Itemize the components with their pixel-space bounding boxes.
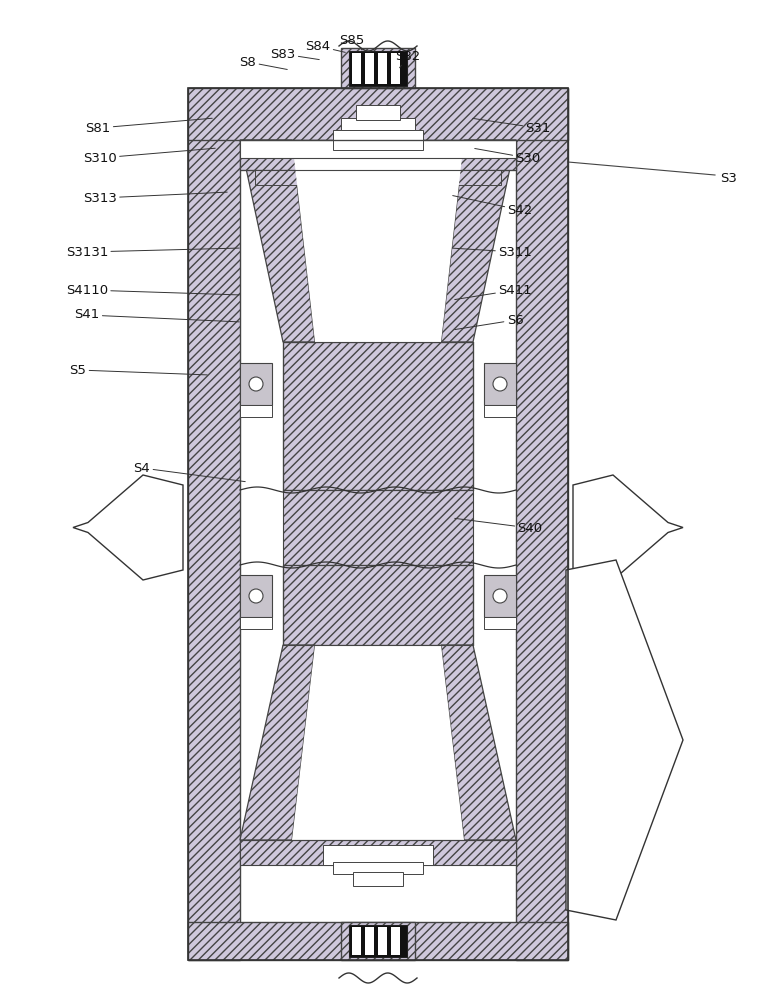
Bar xyxy=(352,927,361,955)
Text: S5: S5 xyxy=(70,363,207,376)
Bar xyxy=(333,862,423,874)
Bar xyxy=(240,140,516,158)
Bar xyxy=(240,575,272,617)
Bar xyxy=(353,872,403,886)
Bar xyxy=(484,575,516,617)
Bar xyxy=(188,88,568,960)
Text: S42: S42 xyxy=(453,196,533,217)
Text: S84: S84 xyxy=(305,39,346,52)
Bar xyxy=(240,140,516,170)
Text: S3131: S3131 xyxy=(66,245,239,258)
Bar xyxy=(352,53,361,84)
Bar xyxy=(484,405,516,417)
Text: S4110: S4110 xyxy=(66,284,239,296)
Text: S3: S3 xyxy=(720,172,737,184)
Bar xyxy=(240,363,272,405)
Bar xyxy=(391,927,400,955)
Polygon shape xyxy=(240,140,315,342)
Bar xyxy=(188,922,568,960)
Text: S83: S83 xyxy=(271,47,319,60)
Bar xyxy=(341,118,415,130)
Polygon shape xyxy=(292,140,464,342)
Text: S30: S30 xyxy=(475,148,540,164)
Bar xyxy=(323,845,433,865)
Circle shape xyxy=(493,589,507,603)
Text: S4: S4 xyxy=(134,462,245,482)
Text: S6: S6 xyxy=(455,314,523,330)
Bar xyxy=(240,840,516,865)
Bar xyxy=(283,565,473,645)
Text: S40: S40 xyxy=(455,518,543,534)
Bar xyxy=(378,53,387,84)
Text: S41: S41 xyxy=(74,308,239,322)
Bar xyxy=(516,88,568,960)
Bar xyxy=(240,405,272,417)
Polygon shape xyxy=(566,560,683,920)
Bar xyxy=(333,130,423,150)
Polygon shape xyxy=(73,475,183,580)
Text: S85: S85 xyxy=(339,33,365,50)
Bar xyxy=(365,927,374,955)
Bar xyxy=(240,617,272,629)
Bar xyxy=(188,88,240,960)
Polygon shape xyxy=(441,645,516,840)
Bar xyxy=(255,170,501,185)
Text: S8: S8 xyxy=(240,55,288,69)
Bar xyxy=(349,51,407,86)
Polygon shape xyxy=(573,475,683,580)
Text: S81: S81 xyxy=(85,118,213,134)
Text: S313: S313 xyxy=(83,192,227,205)
Text: S411: S411 xyxy=(455,284,532,300)
Polygon shape xyxy=(441,140,516,342)
Text: S310: S310 xyxy=(83,148,215,164)
Circle shape xyxy=(249,377,263,391)
Bar xyxy=(484,617,516,629)
Bar xyxy=(349,925,407,957)
Bar xyxy=(341,922,415,960)
Bar xyxy=(242,140,514,170)
Text: S31: S31 xyxy=(473,118,550,134)
Bar xyxy=(341,48,415,88)
Bar xyxy=(283,490,473,565)
Bar xyxy=(240,140,516,922)
Polygon shape xyxy=(292,645,464,840)
Bar xyxy=(283,342,473,490)
Bar xyxy=(378,927,387,955)
Text: S311: S311 xyxy=(453,245,532,258)
Circle shape xyxy=(249,589,263,603)
Bar xyxy=(356,105,400,120)
Text: S82: S82 xyxy=(395,49,421,68)
Bar xyxy=(365,53,374,84)
Bar xyxy=(484,363,516,405)
Bar xyxy=(391,53,400,84)
Bar xyxy=(188,88,568,140)
Polygon shape xyxy=(240,645,315,840)
Circle shape xyxy=(493,377,507,391)
